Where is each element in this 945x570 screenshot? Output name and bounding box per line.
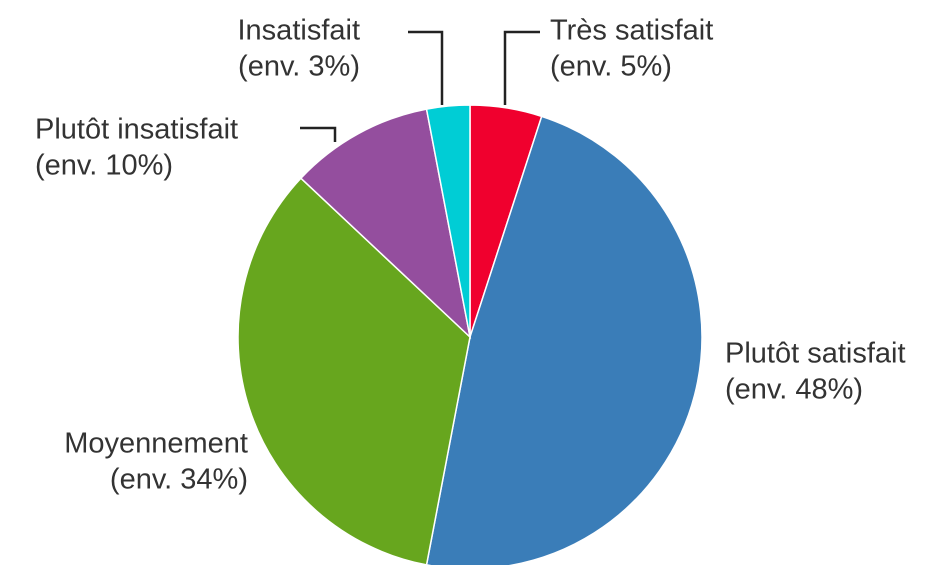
leader-line [408, 30, 444, 105]
pie-slice [425, 115, 703, 570]
slice-value-label: (env. 48%) [725, 374, 863, 406]
slice-label: Plutôt satisfait [725, 338, 906, 370]
slice-value-label: (env. 10%) [35, 150, 173, 182]
pie-slice [237, 177, 471, 566]
pie-slice [299, 108, 472, 340]
leader-line [503, 30, 540, 105]
slice-value-label: (env. 3%) [238, 51, 360, 83]
slice-label: Très satisfait [550, 15, 713, 47]
slice-value-label: (env. 5%) [550, 51, 672, 83]
slice-label: Moyennement [64, 428, 248, 460]
leader-line [300, 126, 337, 142]
pie [237, 104, 703, 570]
slice-value-label: (env. 34%) [110, 464, 248, 496]
slice-label: Insatisfait [238, 15, 361, 47]
slice-label: Plutôt insatisfait [35, 114, 238, 146]
pie-slice [425, 104, 471, 338]
